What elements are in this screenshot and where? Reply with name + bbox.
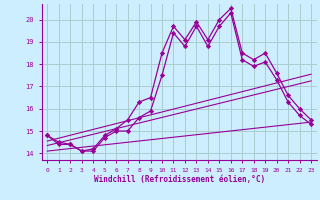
X-axis label: Windchill (Refroidissement éolien,°C): Windchill (Refroidissement éolien,°C) — [94, 175, 265, 184]
